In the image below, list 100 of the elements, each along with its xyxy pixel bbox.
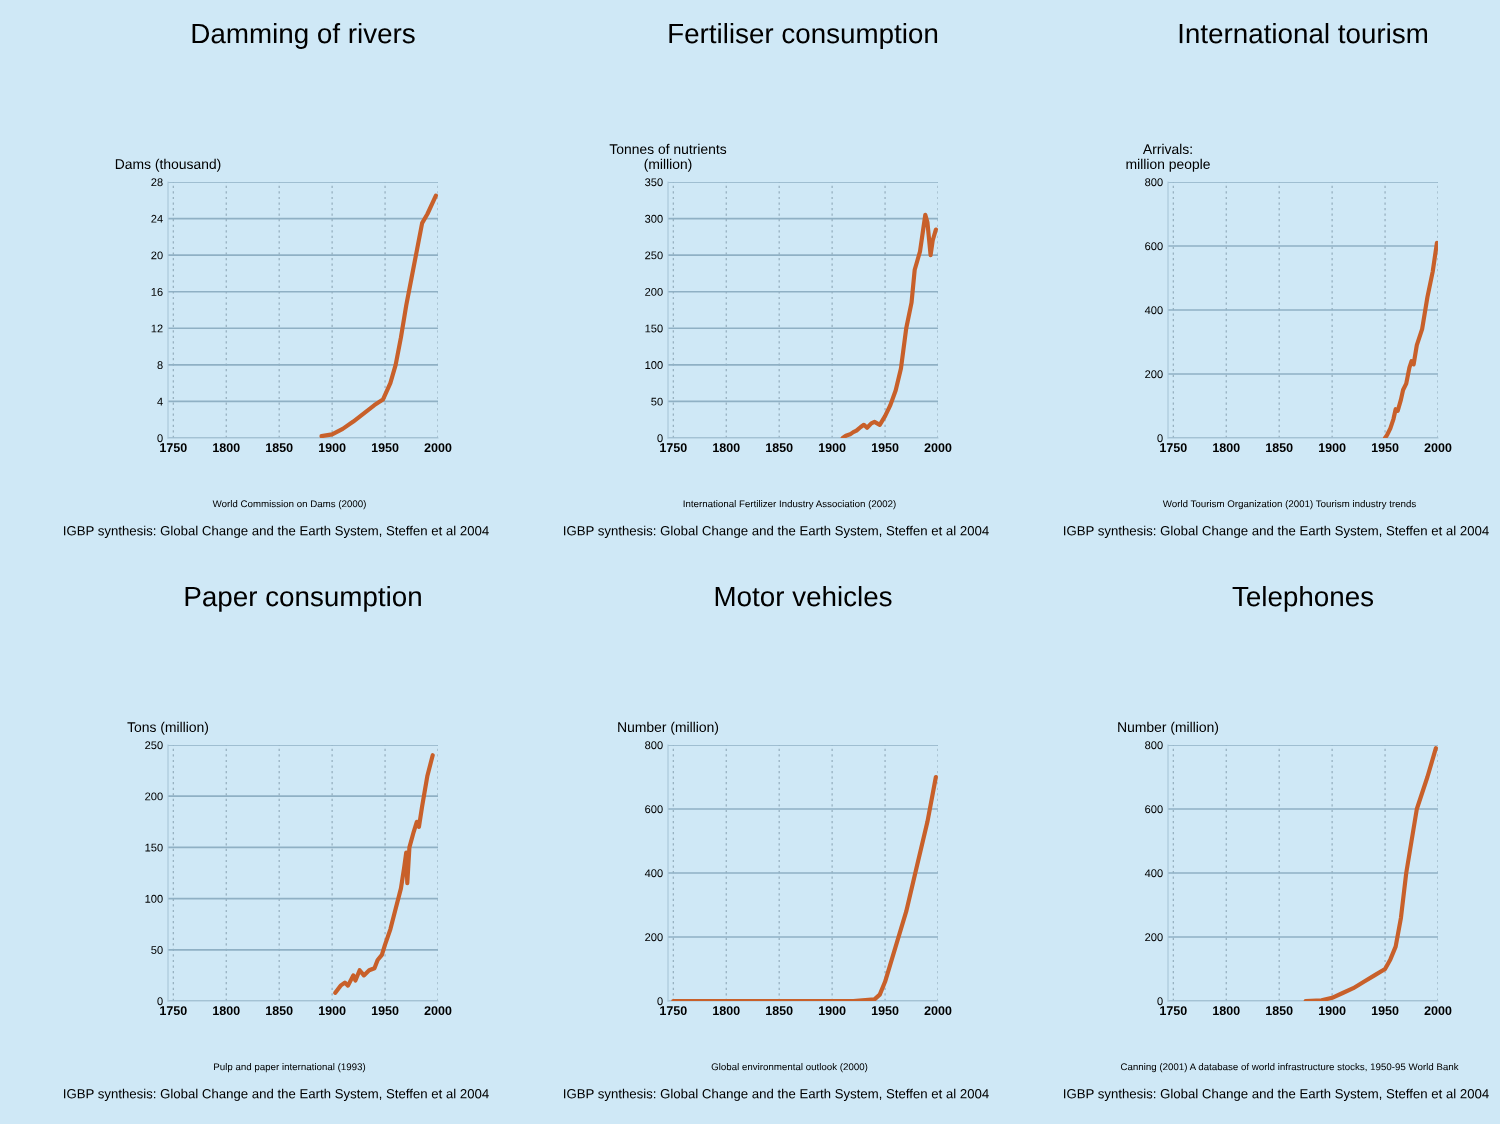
x-tick-label: 1850 bbox=[1266, 443, 1293, 453]
x-tick-label: 1850 bbox=[766, 1006, 793, 1016]
y-tick-label: 250 bbox=[645, 251, 663, 260]
chart-title: Paper consumption bbox=[185, 585, 421, 612]
y-tick-label: 200 bbox=[1145, 370, 1163, 379]
text: Canning (2001) A database of world infrastructure stocks, 1950-95 World Bank bbox=[1120, 1063, 1459, 1073]
text: Global environmental outlook (2000) bbox=[711, 1063, 868, 1073]
y-tick-label: 800 bbox=[1145, 741, 1163, 750]
x-tick-label: 1950 bbox=[1371, 443, 1399, 453]
y-tick-label: 600 bbox=[1145, 242, 1163, 251]
y-tick-label: 100 bbox=[145, 894, 163, 903]
x-tick-label: 1800 bbox=[1213, 1006, 1240, 1016]
x-tick-label: 2000 bbox=[924, 443, 952, 453]
y-tick-label: 0 bbox=[1157, 434, 1163, 443]
y-tick-label: 8 bbox=[157, 361, 163, 369]
text: IGBP synthesis: Global Change and the Earth System, Steffen et al 2004 bbox=[1064, 1088, 1489, 1102]
x-tick-label: 1850 bbox=[266, 1006, 293, 1016]
chart-title: Telephones bbox=[1232, 585, 1374, 612]
chart-title: Fertiliser consumption bbox=[669, 22, 938, 49]
text: World Commission on Dams (2000) bbox=[212, 500, 366, 510]
x-tick-label: 1950 bbox=[371, 443, 399, 453]
x-tick-label: 1900 bbox=[819, 443, 846, 453]
x-tick-label: 1950 bbox=[871, 1006, 899, 1016]
y-tick-label: 300 bbox=[645, 214, 663, 223]
y-tick-label: 0 bbox=[1157, 997, 1163, 1006]
y-tick-label: 250 bbox=[145, 741, 163, 750]
x-tick-label: 1900 bbox=[319, 1006, 346, 1016]
y-axis-title: Tons (million) bbox=[127, 721, 209, 735]
x-tick-label: 1800 bbox=[1213, 443, 1240, 453]
x-tick-label: 1750 bbox=[1160, 443, 1187, 453]
y-tick-label: 150 bbox=[145, 843, 163, 852]
line-series bbox=[1382, 240, 1438, 438]
y-tick-label: 4 bbox=[157, 397, 163, 406]
y-tick-label: 0 bbox=[157, 434, 163, 443]
x-tick-label: 1800 bbox=[713, 443, 740, 453]
x-tick-label: 1800 bbox=[213, 1006, 240, 1016]
x-tick-label: 1800 bbox=[713, 1006, 740, 1016]
line-series bbox=[1303, 746, 1438, 1001]
y-tick-label: 50 bbox=[151, 946, 163, 954]
y-tick-label: 28 bbox=[151, 178, 163, 187]
text: World Tourism Organization (2001) Tourism industry trends bbox=[1162, 500, 1416, 510]
text: International Fertilizer Industry Association (2002) bbox=[683, 500, 896, 510]
y-tick-label: 50 bbox=[651, 397, 663, 406]
x-tick-label: 2000 bbox=[1424, 1006, 1452, 1016]
x-tick-label: 1750 bbox=[1160, 1006, 1187, 1016]
x-tick-label: 1950 bbox=[871, 443, 899, 453]
y-tick-label: 800 bbox=[1145, 178, 1163, 187]
y-tick-label: 600 bbox=[645, 805, 663, 814]
y-tick-label: 200 bbox=[645, 287, 663, 296]
line-series bbox=[333, 753, 435, 995]
y-axis-title: Number (million) bbox=[618, 721, 719, 735]
y-tick-label: 100 bbox=[645, 361, 663, 369]
x-tick-label: 1750 bbox=[160, 1006, 187, 1016]
line-series bbox=[319, 193, 438, 438]
x-tick-label: 2000 bbox=[924, 1006, 952, 1016]
y-tick-label: 800 bbox=[645, 741, 663, 750]
y-tick-label: 350 bbox=[645, 178, 663, 187]
line-series bbox=[671, 774, 938, 1001]
y-axis-title: Number (million) bbox=[1118, 721, 1219, 735]
y-axis-title: Arrivals: million people bbox=[1126, 143, 1210, 172]
y-tick-label: 200 bbox=[645, 933, 663, 942]
x-tick-label: 1850 bbox=[1266, 1006, 1293, 1016]
line-series bbox=[840, 212, 938, 438]
y-axis-title: Tonnes of nutrients (million) bbox=[609, 143, 727, 172]
y-tick-label: 400 bbox=[1144, 869, 1163, 878]
x-tick-label: 1800 bbox=[213, 443, 240, 453]
chart-title: Motor vehicles bbox=[715, 585, 892, 607]
y-tick-label: 200 bbox=[145, 792, 163, 801]
x-tick-label: 2000 bbox=[1424, 443, 1452, 453]
y-tick-label: 200 bbox=[1145, 933, 1163, 942]
text: Pulp and paper international (1993) bbox=[214, 1063, 366, 1073]
x-tick-label: 1850 bbox=[766, 443, 793, 453]
y-tick-label: 0 bbox=[657, 997, 663, 1006]
y-tick-label: 400 bbox=[1144, 306, 1163, 315]
text: IGBP synthesis: Global Change and the Earth System, Steffen et al 2004 bbox=[64, 1088, 489, 1102]
y-axis-title: Dams (thousand) bbox=[115, 158, 221, 172]
y-tick-label: 0 bbox=[157, 997, 163, 1006]
y-tick-label: 20 bbox=[151, 251, 163, 260]
y-tick-label: 0 bbox=[657, 434, 663, 443]
text: IGBP synthesis: Global Change and the Earth System, Steffen et al 2004 bbox=[564, 525, 989, 539]
x-tick-label: 1900 bbox=[819, 1006, 846, 1016]
x-tick-label: 2000 bbox=[424, 443, 452, 453]
x-tick-label: 1750 bbox=[160, 443, 187, 453]
x-tick-label: 1750 bbox=[660, 443, 687, 453]
y-tick-label: 400 bbox=[644, 869, 663, 878]
chart-title: International tourism bbox=[1179, 22, 1428, 44]
y-tick-label: 12 bbox=[151, 324, 163, 333]
text: IGBP synthesis: Global Change and the Earth System, Steffen et al 2004 bbox=[564, 1088, 989, 1102]
x-tick-label: 1900 bbox=[319, 443, 346, 453]
x-tick-label: 1900 bbox=[1319, 443, 1346, 453]
text: IGBP synthesis: Global Change and the Earth System, Steffen et al 2004 bbox=[64, 525, 489, 539]
chart-title: Damming of rivers bbox=[192, 22, 415, 49]
y-tick-label: 16 bbox=[151, 287, 163, 296]
text: IGBP synthesis: Global Change and the Earth System, Steffen et al 2004 bbox=[1064, 525, 1489, 539]
y-tick-label: 600 bbox=[1145, 805, 1163, 814]
x-tick-label: 1900 bbox=[1319, 1006, 1346, 1016]
x-tick-label: 1950 bbox=[371, 1006, 399, 1016]
x-tick-label: 1950 bbox=[1371, 1006, 1399, 1016]
x-tick-label: 1750 bbox=[660, 1006, 687, 1016]
x-tick-label: 2000 bbox=[424, 1006, 452, 1016]
